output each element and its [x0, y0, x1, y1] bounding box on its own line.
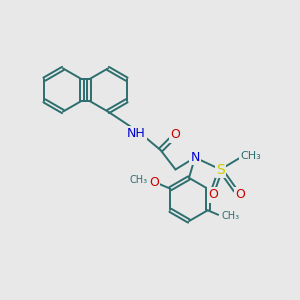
Text: CH₃: CH₃ [221, 211, 239, 221]
Text: CH₃: CH₃ [240, 151, 261, 161]
Text: NH: NH [127, 127, 146, 140]
Text: S: S [216, 163, 225, 176]
Text: O: O [235, 188, 245, 202]
Text: CH₃: CH₃ [130, 175, 148, 185]
Text: O: O [208, 188, 218, 202]
Text: O: O [149, 176, 159, 189]
Text: N: N [190, 151, 200, 164]
Text: O: O [171, 128, 180, 142]
